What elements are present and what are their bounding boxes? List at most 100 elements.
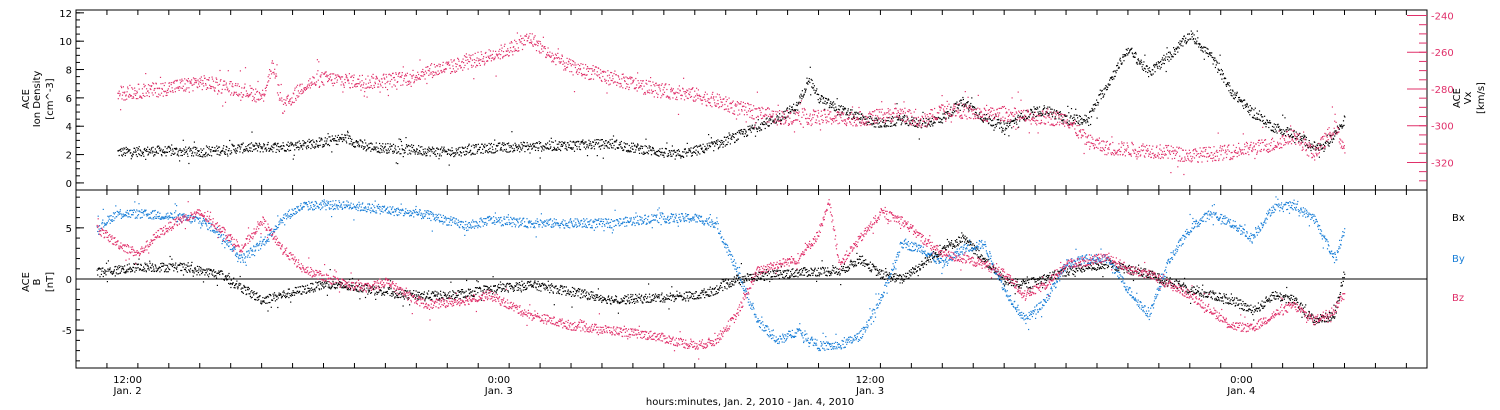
data-point xyxy=(831,103,833,105)
data-point xyxy=(250,142,253,144)
data-point xyxy=(797,119,799,121)
data-point xyxy=(484,62,486,64)
data-point xyxy=(693,151,695,153)
data-point xyxy=(869,113,871,115)
data-point xyxy=(500,147,502,149)
data-point xyxy=(812,87,814,89)
data-point xyxy=(686,89,688,91)
data-point xyxy=(549,143,551,146)
data-point xyxy=(591,68,593,70)
data-point xyxy=(182,139,184,141)
data-point xyxy=(255,142,257,144)
data-point xyxy=(904,115,906,117)
data-point xyxy=(1015,128,1017,130)
data-point xyxy=(1264,121,1267,124)
data-point xyxy=(961,104,964,107)
data-point xyxy=(749,116,751,118)
data-point xyxy=(187,155,189,157)
data-point xyxy=(1088,124,1090,126)
data-point xyxy=(1061,119,1063,121)
data-point xyxy=(929,117,931,119)
data-point xyxy=(243,87,245,89)
data-point xyxy=(589,141,591,143)
data-point xyxy=(832,101,835,103)
data-point xyxy=(611,138,613,140)
data-point xyxy=(399,153,401,155)
data-point xyxy=(537,149,539,152)
data-point xyxy=(248,93,250,96)
data-point xyxy=(1220,68,1222,71)
data-point xyxy=(142,94,144,97)
data-point xyxy=(134,149,137,151)
data-point xyxy=(145,158,147,160)
data-point xyxy=(1266,119,1268,121)
data-point xyxy=(646,152,648,154)
data-point xyxy=(788,123,790,126)
data-point xyxy=(471,153,473,155)
data-point xyxy=(494,58,496,60)
data-point xyxy=(636,84,638,86)
data-point xyxy=(868,113,870,115)
data-point xyxy=(397,81,399,83)
data-point xyxy=(167,91,169,94)
data-point xyxy=(870,123,872,126)
data-point xyxy=(402,156,404,158)
data-point xyxy=(1102,96,1104,98)
data-point xyxy=(358,143,360,145)
data-point xyxy=(1148,67,1151,69)
data-point xyxy=(531,33,533,35)
data-point xyxy=(132,96,134,98)
data-point xyxy=(906,122,908,125)
data-point xyxy=(1219,69,1221,71)
data-point xyxy=(293,154,295,156)
data-point xyxy=(692,147,694,149)
data-point xyxy=(230,153,232,155)
data-point xyxy=(284,102,286,104)
data-point xyxy=(675,91,677,93)
data-point xyxy=(580,140,583,143)
data-point xyxy=(1136,63,1138,65)
data-point xyxy=(1026,117,1029,119)
data-point xyxy=(576,148,578,150)
data-point xyxy=(474,52,476,54)
data-point xyxy=(179,160,181,162)
data-point xyxy=(272,72,274,74)
data-point xyxy=(699,144,701,146)
data-point xyxy=(402,66,404,68)
data-point xyxy=(624,146,626,148)
data-point xyxy=(650,149,652,151)
data-point xyxy=(1019,118,1021,120)
data-point xyxy=(252,95,254,97)
data-point xyxy=(481,143,483,145)
data-point xyxy=(893,124,895,126)
data-point xyxy=(902,120,904,122)
data-point xyxy=(1046,115,1048,117)
data-point xyxy=(118,92,120,94)
data-point xyxy=(515,144,517,146)
data-point xyxy=(218,146,220,148)
data-point xyxy=(211,78,214,80)
data-point xyxy=(996,123,998,125)
data-point xyxy=(837,111,839,113)
data-point xyxy=(784,122,786,124)
data-point xyxy=(621,147,623,149)
data-point xyxy=(1216,61,1218,63)
data-point xyxy=(315,143,317,145)
data-point xyxy=(234,150,236,152)
data-point xyxy=(838,111,840,113)
top-panel-frame xyxy=(75,9,1428,191)
data-point xyxy=(1246,104,1248,106)
data-point xyxy=(483,146,486,149)
data-point xyxy=(240,99,242,101)
data-point xyxy=(988,122,990,124)
data-point xyxy=(1070,115,1072,117)
data-point xyxy=(648,89,650,91)
data-point xyxy=(482,58,484,60)
data-point xyxy=(537,147,539,149)
data-point xyxy=(377,86,379,88)
data-point xyxy=(1233,94,1235,96)
data-point xyxy=(917,116,919,118)
data-point xyxy=(393,150,395,152)
data-point xyxy=(521,48,524,51)
